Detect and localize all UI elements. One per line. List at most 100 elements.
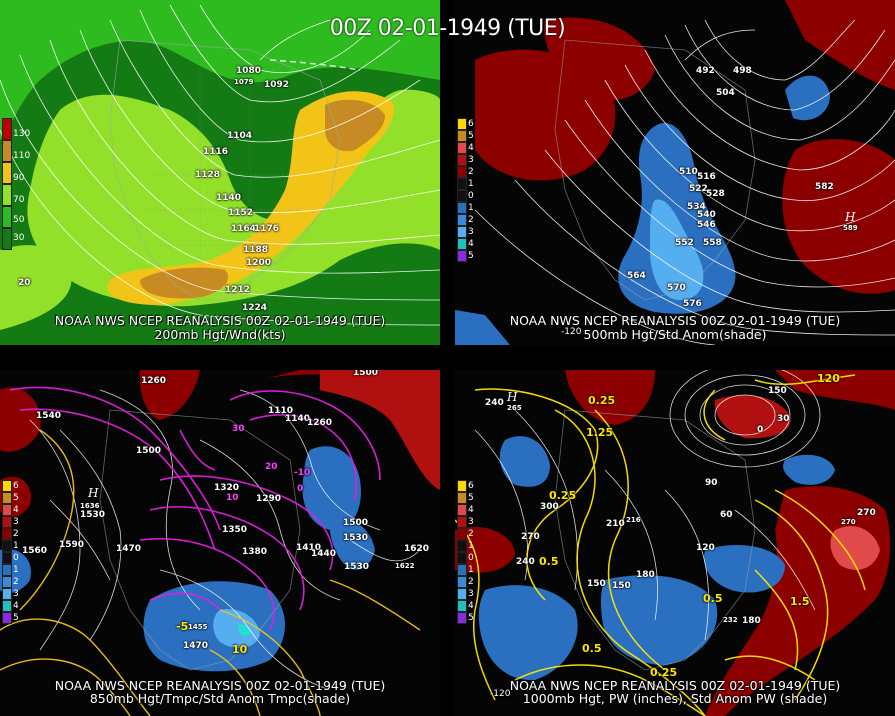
contour-label: 1110 xyxy=(268,406,294,416)
legend-swatch xyxy=(457,226,467,238)
legend-label: 130 xyxy=(13,129,31,139)
legend-label: 5 xyxy=(13,613,19,623)
contour-label: 1636 xyxy=(80,502,100,510)
contour-label: 1590 xyxy=(59,540,85,550)
contour-label: 1530 xyxy=(343,533,369,543)
legend-label: 5 xyxy=(468,131,474,141)
legend-swatch xyxy=(457,166,467,178)
contour-label: 1200 xyxy=(246,258,272,268)
contour-label: 1530 xyxy=(344,562,370,572)
contour-label: 270 xyxy=(521,532,540,542)
contour-label: 564 xyxy=(627,271,646,281)
legend-swatch xyxy=(2,612,12,624)
legend-swatch xyxy=(457,214,467,226)
legend-label: 5 xyxy=(468,493,474,503)
legend-label: 4 xyxy=(468,143,474,153)
panel-200mb-legend: 130 110 90 70 50 30 xyxy=(2,118,32,258)
contour-label: 1116 xyxy=(203,147,229,157)
contour-label: 150 xyxy=(587,579,606,589)
contour-label: 240 xyxy=(516,557,535,567)
contour-label: 528 xyxy=(706,189,725,199)
legend-swatch xyxy=(2,540,12,552)
legend-swatch xyxy=(457,130,467,142)
contour-label: 1440 xyxy=(311,549,337,559)
legend-label: 4 xyxy=(468,601,474,611)
legend-label: 6 xyxy=(468,481,474,491)
panel-850mb-graphics xyxy=(0,370,440,716)
contour-label: 210 xyxy=(606,519,625,529)
legend-swatch xyxy=(2,528,12,540)
contour-label: 1176 xyxy=(254,224,280,234)
panel-1000mb-map: 6 5 4 3 2 1 0 1 2 3 4 5 240 H 265 300 27… xyxy=(455,370,895,716)
high-pressure-marker: H xyxy=(88,486,99,500)
legend-swatch xyxy=(2,588,12,600)
contour-label: 1128 xyxy=(195,170,221,180)
legend-label: 2 xyxy=(468,215,474,225)
legend-label: 2 xyxy=(468,167,474,177)
legend-label: 3 xyxy=(468,517,474,527)
precipitable-water-label: 0.25 xyxy=(549,489,577,502)
legend-label: 1 xyxy=(468,179,474,189)
contour-label: 1530 xyxy=(80,510,106,520)
contour-label: 1350 xyxy=(222,525,248,535)
precipitable-water-label: 0.5 xyxy=(539,555,559,568)
temperature-label: -10 xyxy=(294,468,311,478)
panel-850mb-map: 6 5 4 3 2 1 0 1 2 3 4 5 1260 1500 1540 1… xyxy=(0,370,440,716)
legend-label: 2 xyxy=(468,529,474,539)
contour-label: 552 xyxy=(675,238,694,248)
contour-label: 1080 xyxy=(236,66,262,76)
contour-label: 540 xyxy=(697,210,716,220)
legend-label: 4 xyxy=(468,239,474,249)
panel-200mb-caption-line1: NOAA NWS NCEP REANALYSIS 00Z 02-01-1949 … xyxy=(54,313,386,328)
legend-swatch xyxy=(457,154,467,166)
legend-label: 1 xyxy=(468,203,474,213)
legend-label: 5 xyxy=(468,251,474,261)
legend-label: 3 xyxy=(468,155,474,165)
contour-label: 534 xyxy=(687,202,706,212)
legend-swatch xyxy=(457,564,467,576)
legend-label: 0 xyxy=(468,553,474,563)
contour-label: 150 xyxy=(612,581,631,591)
temperature-label: 10 xyxy=(226,493,239,503)
contour-label: 216 xyxy=(626,516,641,524)
legend-label: 3 xyxy=(13,517,19,527)
contour-label: 1500 xyxy=(343,518,369,528)
legend-swatch xyxy=(457,576,467,588)
temperature-label: 30 xyxy=(232,424,245,434)
contour-label: 0 xyxy=(757,425,764,435)
legend-swatch xyxy=(2,118,12,140)
contour-label: 150 xyxy=(768,386,787,396)
legend-swatch xyxy=(457,492,467,504)
legend-swatch xyxy=(457,540,467,552)
contour-label: 1140 xyxy=(285,414,311,424)
panel-200mb-map: 130 110 90 70 50 30 1080 1079 1092 1104 … xyxy=(0,0,440,345)
precipitable-water-label: 120 xyxy=(817,372,840,385)
contour-label: 1164 xyxy=(231,224,257,234)
legend-swatch xyxy=(2,162,12,184)
legend-swatch xyxy=(457,190,467,202)
precipitable-water-label: 1.5 xyxy=(790,595,810,608)
legend-swatch xyxy=(2,552,12,564)
contour-label: 1620 xyxy=(404,544,430,554)
panel-500mb-legend: 6 5 4 3 2 1 0 1 2 3 4 5 xyxy=(457,118,487,262)
legend-label: 3 xyxy=(468,227,474,237)
contour-label: 516 xyxy=(697,172,716,182)
contour-label: 1410 xyxy=(296,543,322,553)
legend-label: 1 xyxy=(468,565,474,575)
contour-label: 1212 xyxy=(225,285,251,295)
temperature-label: -5 xyxy=(176,620,189,633)
panel-850mb-legend: 6 5 4 3 2 1 0 1 2 3 4 5 xyxy=(2,480,32,624)
contour-label: 20 xyxy=(18,278,31,288)
contour-label: -120 xyxy=(490,689,511,699)
contour-label: 1290 xyxy=(256,494,282,504)
contour-label: 1500 xyxy=(136,446,162,456)
panel-850mb-caption-line2: 850mb Hgt/Tmpc/Std Anom Tmpc(shade) xyxy=(89,691,351,706)
contour-label: 582 xyxy=(815,182,834,192)
legend-swatch xyxy=(457,516,467,528)
contour-label: 1455 xyxy=(188,623,208,631)
contour-label: 504 xyxy=(716,88,735,98)
precipitable-water-label: 1.25 xyxy=(586,426,614,439)
contour-label: 510 xyxy=(679,167,698,177)
legend-swatch xyxy=(457,528,467,540)
legend-label: 1 xyxy=(13,541,19,551)
